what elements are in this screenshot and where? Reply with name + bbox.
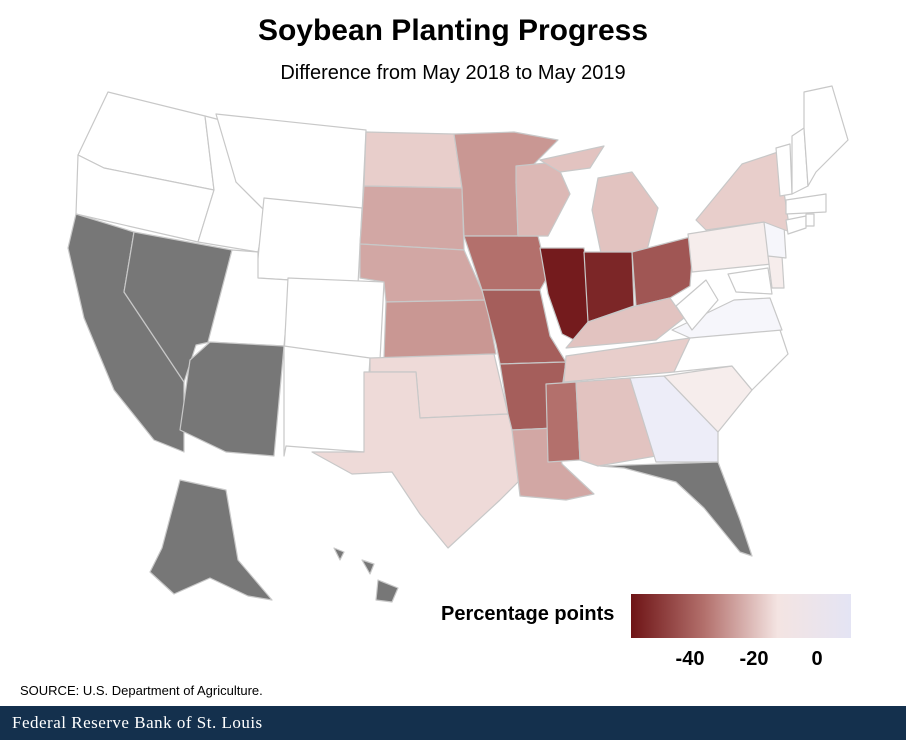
footer-bar: Federal Reserve Bank of St. Louis [0, 706, 906, 740]
chart-subtitle: Difference from May 2018 to May 2019 [280, 62, 626, 84]
state-al [575, 377, 657, 467]
state-ct [785, 215, 807, 235]
state-az [179, 341, 285, 457]
state-pa [687, 221, 773, 273]
state-tx [311, 371, 531, 549]
state-hi [333, 547, 399, 603]
legend-color-bar [631, 594, 851, 638]
state-ks [383, 299, 497, 359]
state-va [671, 297, 783, 339]
state-ri [805, 213, 815, 227]
legend-title: Percentage points [441, 603, 615, 625]
state-md [727, 267, 773, 295]
source-note: SOURCE: U.S. Department of Agriculture. [20, 683, 263, 698]
footer-brand: Federal Reserve Bank of St. Louis [12, 713, 263, 732]
legend-tick-minus-20: -20 [739, 648, 769, 670]
state-ny [695, 151, 791, 233]
state-nm [283, 345, 371, 457]
state-wv [675, 279, 719, 331]
state-ms [545, 381, 581, 463]
state-nd [363, 131, 463, 189]
state-ky [565, 297, 685, 349]
state-in [583, 251, 635, 323]
state-ma [785, 193, 827, 215]
us-state-map [67, 85, 849, 603]
state-oh [631, 235, 695, 307]
state-fl [599, 461, 753, 557]
state-me [803, 85, 849, 187]
legend-tick-minus-40: -40 [675, 648, 705, 670]
chart-title: Soybean Planting Progress [257, 14, 649, 47]
state-ak [149, 479, 273, 601]
legend-tick-zero: 0 [811, 648, 823, 670]
state-ga [629, 375, 719, 463]
state-wi [515, 161, 571, 237]
state-wy [255, 197, 363, 285]
state-sd [359, 185, 465, 251]
